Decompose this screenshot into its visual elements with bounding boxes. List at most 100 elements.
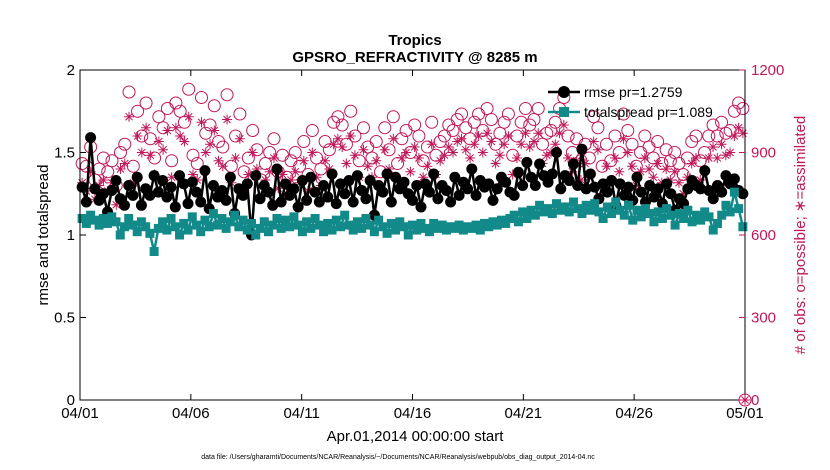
assimilated-obs-point <box>435 155 446 166</box>
assimilated-obs-point <box>524 142 535 152</box>
assimilated-obs-point <box>179 136 190 147</box>
possible-obs-point <box>625 137 639 151</box>
rmse-point <box>190 186 202 198</box>
assimilated-obs-point <box>669 166 680 177</box>
possible-obs-point <box>378 121 392 135</box>
assimilated-obs-point <box>145 150 156 161</box>
rmse-point <box>85 132 97 144</box>
possible-obs-point <box>305 124 319 137</box>
rmse-point <box>703 184 715 196</box>
spread-point <box>484 222 494 232</box>
assimilated-obs-point <box>307 147 318 158</box>
assimilated-obs-point <box>217 161 228 172</box>
spread-point <box>471 220 481 230</box>
rmse-point <box>597 178 609 190</box>
spread-point <box>242 225 252 235</box>
assimilated-obs-point <box>465 153 476 163</box>
possible-obs-point <box>335 118 349 132</box>
x-tick-label: 04/21 <box>505 405 543 422</box>
assimilated-obs-point <box>516 139 527 150</box>
rmse-point <box>623 181 635 193</box>
possible-obs-point <box>131 104 145 118</box>
rmse-point <box>254 193 266 205</box>
assimilated-obs-point <box>132 131 143 141</box>
assimilated-obs-point <box>358 144 369 155</box>
spread-point <box>501 218 511 228</box>
axes-layer: 04/01 04/06 04/11 04/16 04/21 04/26 05/0100.51… <box>54 62 784 422</box>
spread-point <box>191 220 201 230</box>
assimilated-obs-point <box>533 128 544 139</box>
rmse-point <box>567 158 579 170</box>
possible-obs-point <box>527 113 541 126</box>
rmse-point <box>135 199 147 211</box>
rmse-point <box>440 184 452 196</box>
spread-point <box>577 209 587 219</box>
rmse-point <box>123 180 135 191</box>
y-tick-label: 1 <box>67 227 75 244</box>
spread-point <box>611 197 621 207</box>
spread-point <box>725 207 735 217</box>
rmse-point <box>110 175 122 187</box>
rmse-point <box>347 196 359 208</box>
x-tick-label: 04/26 <box>615 405 653 422</box>
assimilated-obs-point <box>175 131 186 141</box>
assimilated-obs-point <box>644 164 655 174</box>
rmse-point <box>500 176 512 188</box>
spread-point <box>251 230 261 240</box>
possible-obs-point <box>506 148 520 162</box>
possible-obs-point <box>638 129 652 143</box>
possible-obs-point <box>96 151 110 165</box>
rmse-point <box>178 178 190 190</box>
assimilated-obs-point <box>703 153 714 163</box>
possible-obs-point <box>139 96 153 110</box>
spread-point <box>124 214 134 223</box>
rmse-point <box>720 170 732 182</box>
possible-obs-point <box>651 135 665 148</box>
rmse-point <box>161 191 173 203</box>
spread-point <box>86 210 96 220</box>
spread-point <box>653 207 663 217</box>
possible-obs-point <box>668 146 682 159</box>
assimilated-obs-point <box>447 147 458 158</box>
spread-point <box>700 207 710 217</box>
spread-point <box>712 218 722 228</box>
rmse-point <box>339 188 351 200</box>
y-axis-label: rmse and totalspread <box>35 165 52 306</box>
rmse-point <box>618 189 630 201</box>
possible-obs-point <box>220 88 234 102</box>
possible-obs-point <box>408 118 422 132</box>
possible-obs-point <box>455 107 469 121</box>
spread-point <box>509 210 519 220</box>
spread-point <box>454 220 464 230</box>
spread-point <box>475 225 485 235</box>
possible-obs-point <box>497 115 511 129</box>
assimilated-obs-point <box>627 161 638 172</box>
possible-obs-point <box>194 91 208 104</box>
possible-obs-point <box>493 126 507 140</box>
assimilated-obs-point <box>277 169 288 180</box>
rmse-point <box>644 180 656 191</box>
possible-obs-point <box>608 129 622 143</box>
assimilated-obs-point <box>499 139 510 150</box>
x-tick-label: 04/06 <box>172 405 210 422</box>
spread-point <box>319 227 329 237</box>
rmse-point <box>716 186 728 198</box>
spread-point <box>103 218 113 228</box>
spread-point <box>213 220 223 230</box>
assimilated-obs-endpoint <box>740 395 750 405</box>
spread-point <box>217 214 227 223</box>
assimilated-obs-point <box>609 153 620 163</box>
spread-point <box>145 228 155 238</box>
spread-point <box>615 205 625 215</box>
assimilated-obs-point <box>648 172 659 183</box>
possible-obs-point <box>591 121 605 135</box>
rmse-point <box>470 189 482 201</box>
possible-obs-point <box>642 140 656 154</box>
spread-point <box>581 200 591 210</box>
assimilated-obs-point <box>162 125 173 136</box>
rmse-point <box>584 168 596 180</box>
possible-obs-point <box>663 154 677 168</box>
assimilated-obs-point <box>520 128 531 139</box>
spread-point <box>293 220 303 230</box>
